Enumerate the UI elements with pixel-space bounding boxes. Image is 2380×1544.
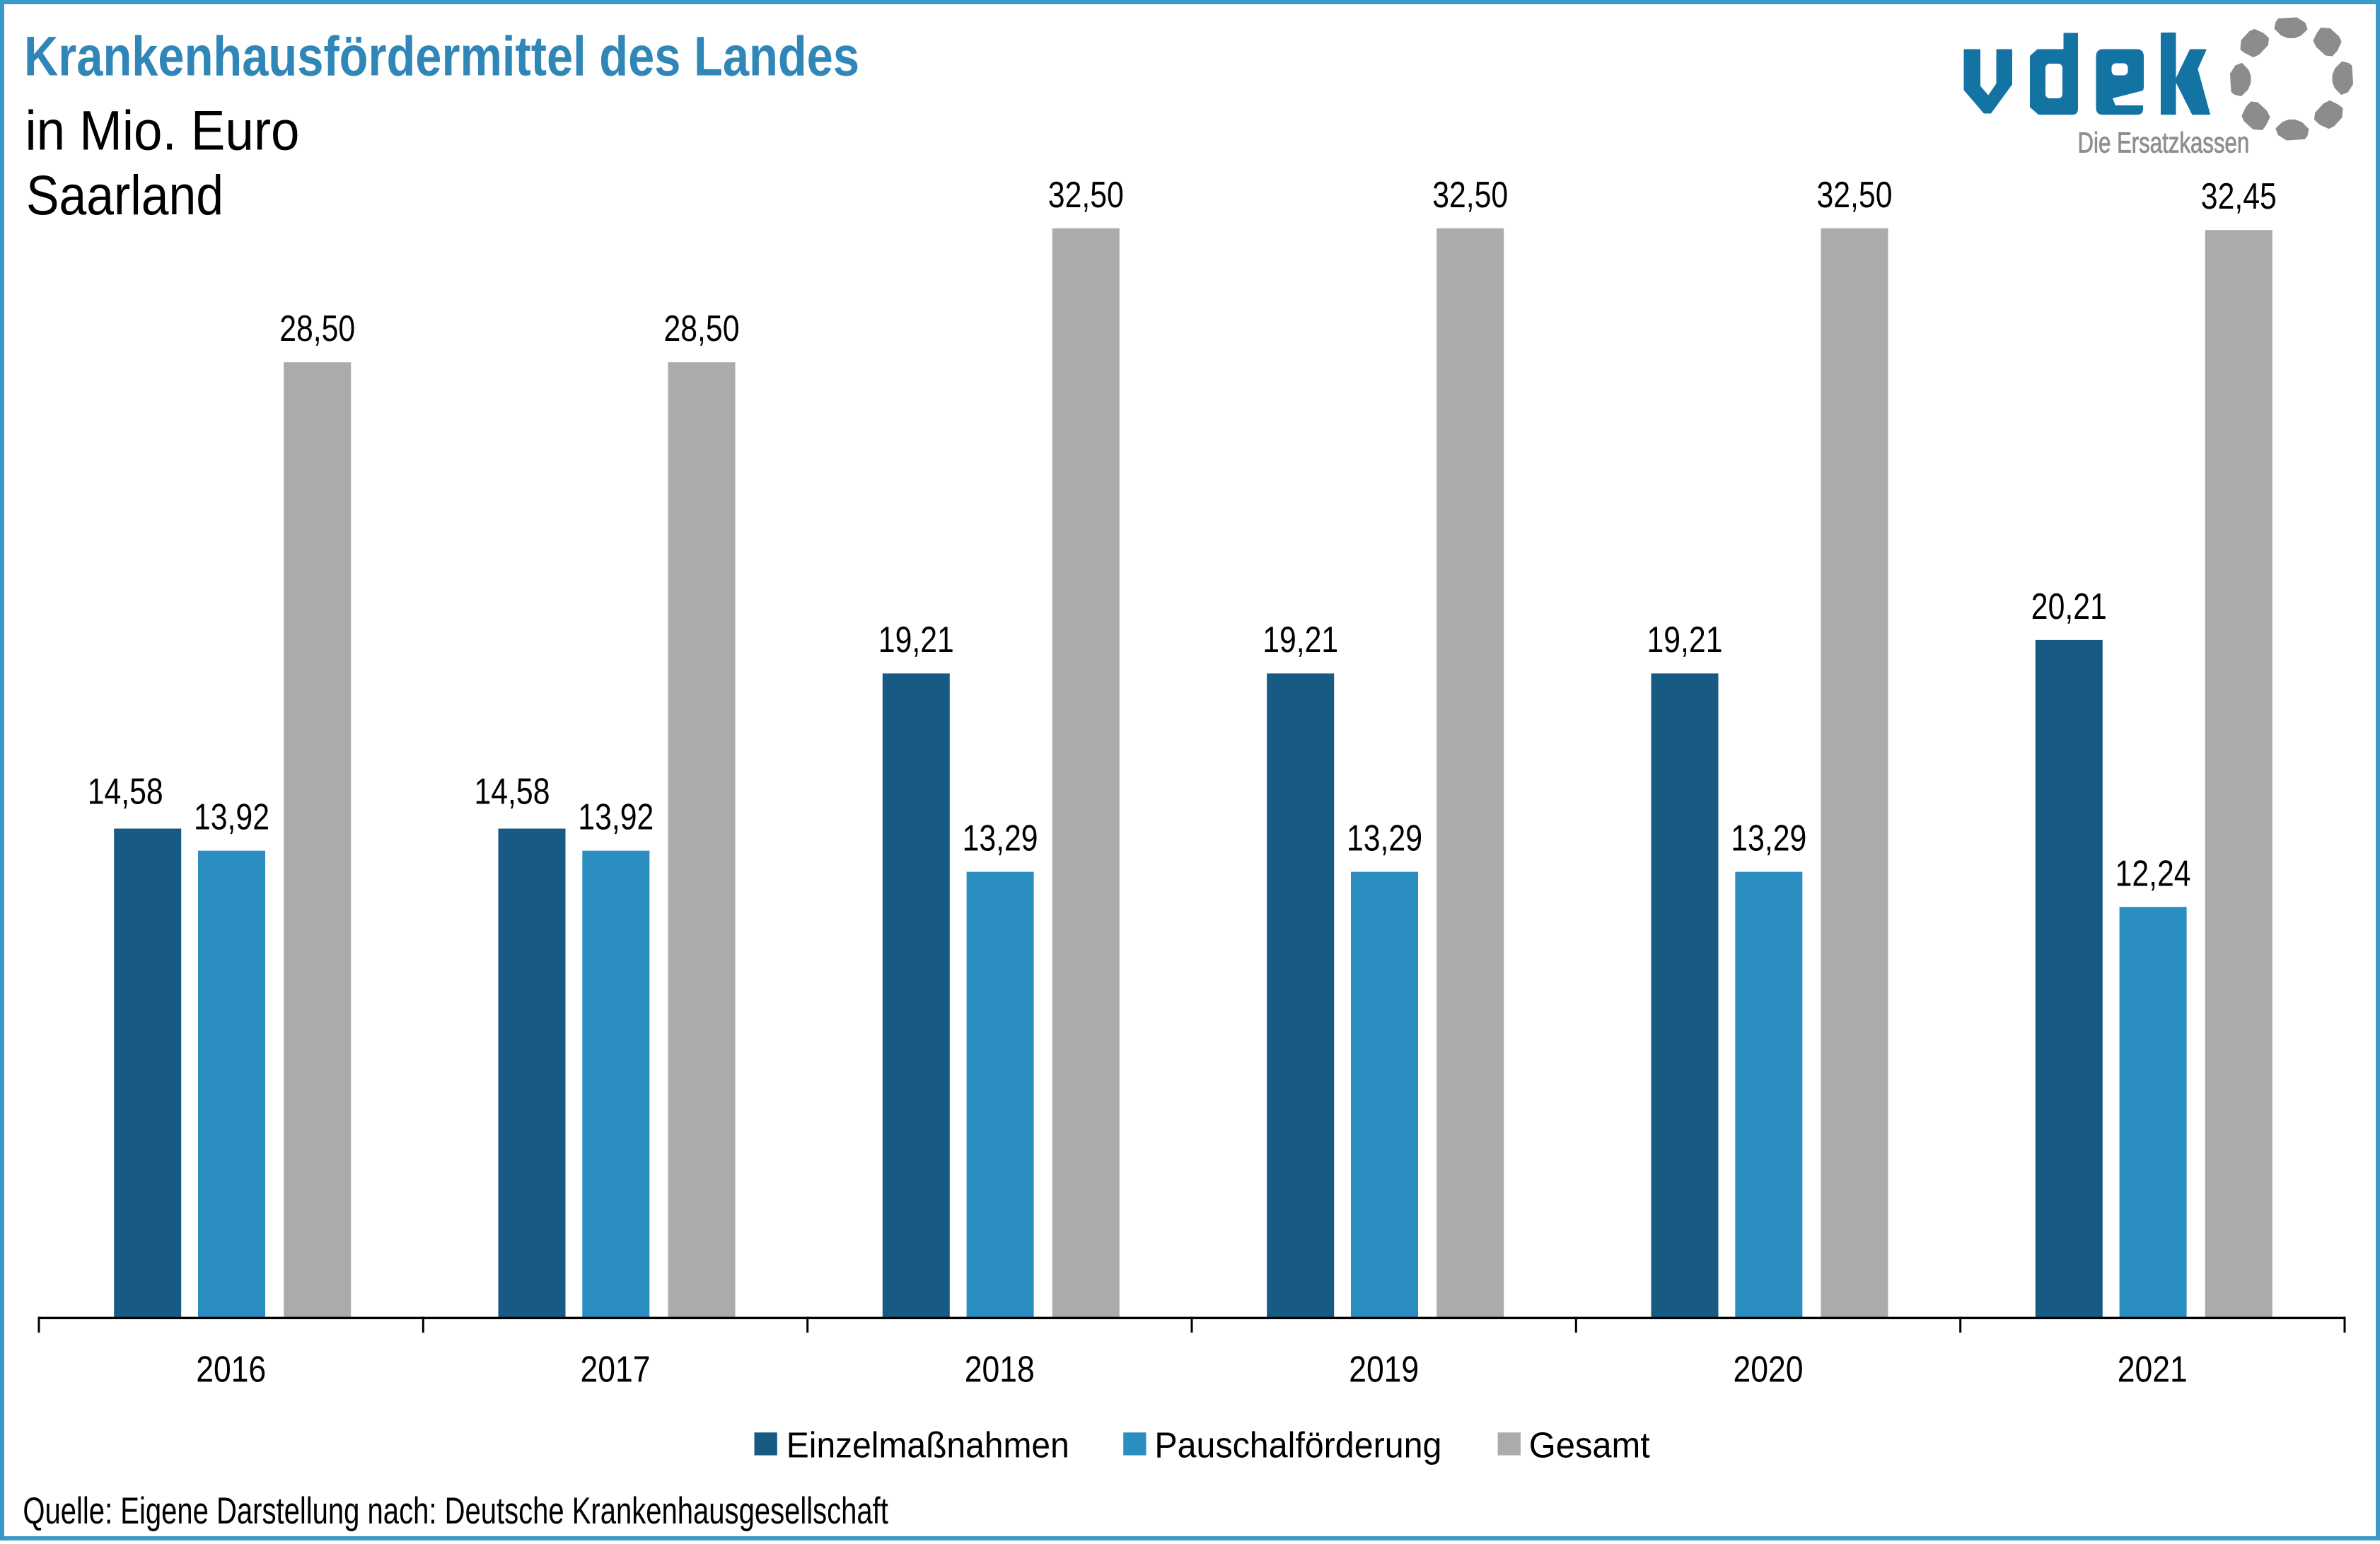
svg-text:28,50: 28,50	[664, 308, 740, 349]
svg-text:Einzelmaßnahmen: Einzelmaßnahmen	[786, 1425, 1069, 1465]
svg-text:in Mio. Euro: in Mio. Euro	[25, 98, 300, 161]
svg-text:19,21: 19,21	[1262, 620, 1338, 661]
svg-text:Pauschalförderung: Pauschalförderung	[1154, 1425, 1441, 1465]
svg-text:14,58: 14,58	[88, 772, 163, 813]
svg-text:2021: 2021	[2118, 1349, 2188, 1391]
svg-text:Saarland: Saarland	[26, 163, 224, 226]
svg-text:2020: 2020	[1734, 1349, 1804, 1391]
svg-text:13,92: 13,92	[194, 797, 269, 838]
svg-text:2017: 2017	[581, 1349, 651, 1391]
svg-text:2019: 2019	[1349, 1349, 1419, 1391]
svg-text:32,50: 32,50	[1048, 175, 1124, 216]
svg-text:2018: 2018	[965, 1349, 1035, 1391]
svg-text:Quelle: Eigene Darstellung nac: Quelle: Eigene Darstellung nach: Deutsch…	[23, 1490, 888, 1532]
svg-text:19,21: 19,21	[1647, 620, 1723, 661]
svg-text:13,29: 13,29	[1347, 818, 1422, 859]
svg-text:Die Ersatzkassen: Die Ersatzkassen	[2078, 127, 2250, 159]
svg-text:12,24: 12,24	[2115, 853, 2191, 894]
svg-text:13,29: 13,29	[963, 818, 1038, 859]
svg-text:19,21: 19,21	[878, 620, 954, 661]
svg-text:Gesamt: Gesamt	[1529, 1425, 1650, 1465]
svg-text:20,21: 20,21	[2031, 586, 2107, 627]
svg-text:32,50: 32,50	[1817, 175, 1893, 216]
svg-text:28,50: 28,50	[279, 308, 355, 349]
svg-text:Krankenhausfördermittel des La: Krankenhausfördermittel des Landes	[24, 25, 859, 88]
svg-text:32,50: 32,50	[1432, 175, 1508, 216]
svg-text:13,29: 13,29	[1731, 818, 1806, 859]
svg-text:14,58: 14,58	[475, 772, 550, 813]
svg-text:32,45: 32,45	[2201, 176, 2277, 217]
svg-text:13,92: 13,92	[578, 797, 654, 838]
svg-text:2016: 2016	[196, 1349, 266, 1391]
